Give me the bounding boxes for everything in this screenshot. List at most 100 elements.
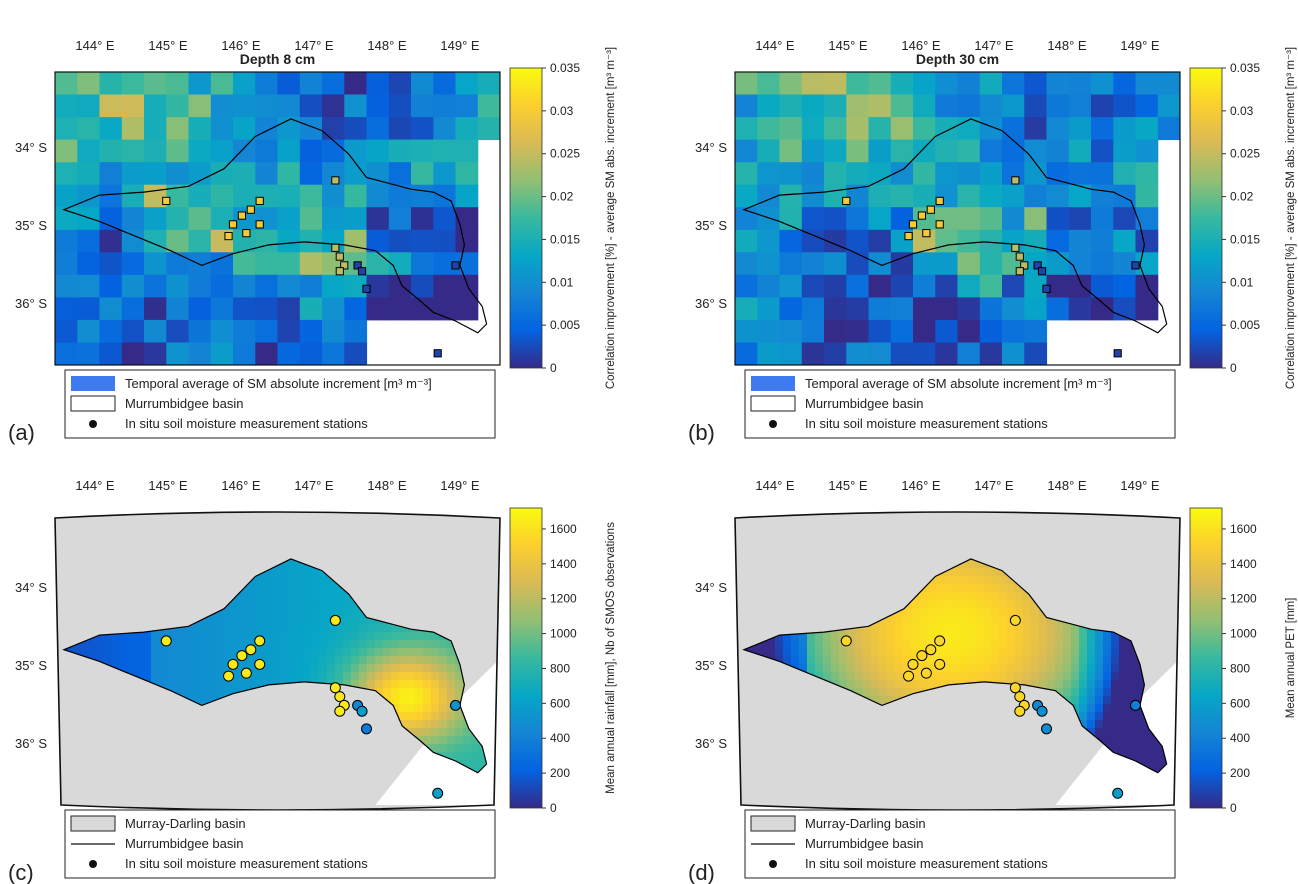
legend-entry-text: Murrumbidgee basin [805,396,924,411]
grid-cell [868,319,892,343]
station-marker [935,220,944,229]
grid-cell [366,297,390,321]
grid-cell [979,252,1003,276]
grid-cell [824,72,847,95]
lon-tick-label: 147° E [974,478,1014,493]
grid-cell [913,72,936,95]
grid-cell [188,117,212,141]
grid-cell [166,207,190,231]
grid-cell [801,184,825,208]
grid-cell [1002,94,1025,118]
grid-cell [388,297,412,321]
grid-cell [846,274,870,298]
colorbar-label: Correlation improvement [%] - average SM… [1285,47,1297,389]
map-frame [54,511,501,811]
grid-cell [779,139,803,163]
grid-cell [322,94,345,118]
grid-cell [344,274,368,298]
grid-cell [868,72,892,95]
grid-cell [55,184,78,208]
grid-cell [779,94,803,118]
grid-cell [233,319,256,343]
grid-cell [77,342,101,365]
grid-cell [344,229,368,253]
grid-cell [411,139,434,163]
station-marker [904,231,913,241]
grid-cell [299,319,323,343]
grid-cell [322,342,345,365]
grid-cell [1113,72,1137,95]
legend-entry-text: In situ soil moisture measurement statio… [805,856,1048,871]
grid-cell [277,342,301,365]
grid-cell [779,72,803,95]
map-area [735,72,1180,365]
grid-cell [411,117,434,141]
lon-tick-label: 147° E [294,478,334,493]
grid-cell [779,342,803,365]
grid-cell [757,72,781,95]
map-area [735,512,1180,810]
grid-cell [233,184,256,208]
station-marker [335,252,344,261]
grid-cell [433,252,457,276]
grid-cell [55,139,78,163]
grid-cell [957,184,981,208]
grid-cell [322,72,345,95]
legend-entry-text: Murray-Darling basin [805,816,926,831]
colorbar-tick-label: 0.035 [550,61,580,75]
colorbar-tick-label: 1200 [1230,592,1257,606]
grid-cell [1024,319,1048,343]
lon-tick-label: 145° E [828,478,868,493]
grid-cell [144,94,167,118]
grid-cell [77,229,101,253]
panel-a: 144° E 145° E 146° E 147° E 148° E 149° E 34° … [8,38,617,445]
grid-cell [144,252,167,276]
station-marker [433,349,442,358]
grid-cell [890,184,914,208]
grid-cell [868,184,892,208]
grid-cell [1024,94,1048,118]
grid-cell [1068,274,1092,298]
grid-cell [188,319,212,343]
grid-cell [455,274,479,298]
grid-cell [801,229,825,253]
grid-cell [366,94,390,118]
grid-cell [255,252,279,276]
lon-tick-label: 146° E [221,478,261,493]
legend-entry-text: Murrumbidgee basin [805,836,924,851]
lon-tick-label: 145° E [148,478,188,493]
grid-cell [188,342,212,365]
grid-cell [1135,72,1159,95]
lat-tick-label: 35° S [695,218,727,233]
grid-cell [735,252,758,276]
grid-cell [277,274,301,298]
colorbar-tick-label: 0.01 [550,275,574,289]
station-marker [934,635,946,647]
lon-tick-label: 148° E [1047,38,1087,53]
grid-cell [166,139,190,163]
station-marker [926,205,935,214]
grid-cell [779,117,803,141]
grid-cell [55,342,78,365]
lon-tick-label: 149° E [440,478,480,493]
legend-entry-text: In situ soil moisture measurement statio… [125,856,368,871]
grid-cell [824,117,847,141]
grid-cell [366,229,390,253]
station-marker [329,682,341,694]
grid-cell [735,72,758,95]
legend-patch-icon [750,815,796,832]
grid-cell [1024,139,1048,163]
grid-cell [166,319,190,343]
grid-cell [388,162,412,186]
grid-cell [735,184,758,208]
grid-cell [846,162,870,186]
grid-cell [890,139,914,163]
station-marker [451,261,460,270]
grid-cell [868,162,892,186]
grid-cell [935,297,959,321]
grid-cell [188,252,212,276]
grid-cell [735,274,758,298]
grid-cell [979,184,1003,208]
grid-cell [935,72,959,95]
